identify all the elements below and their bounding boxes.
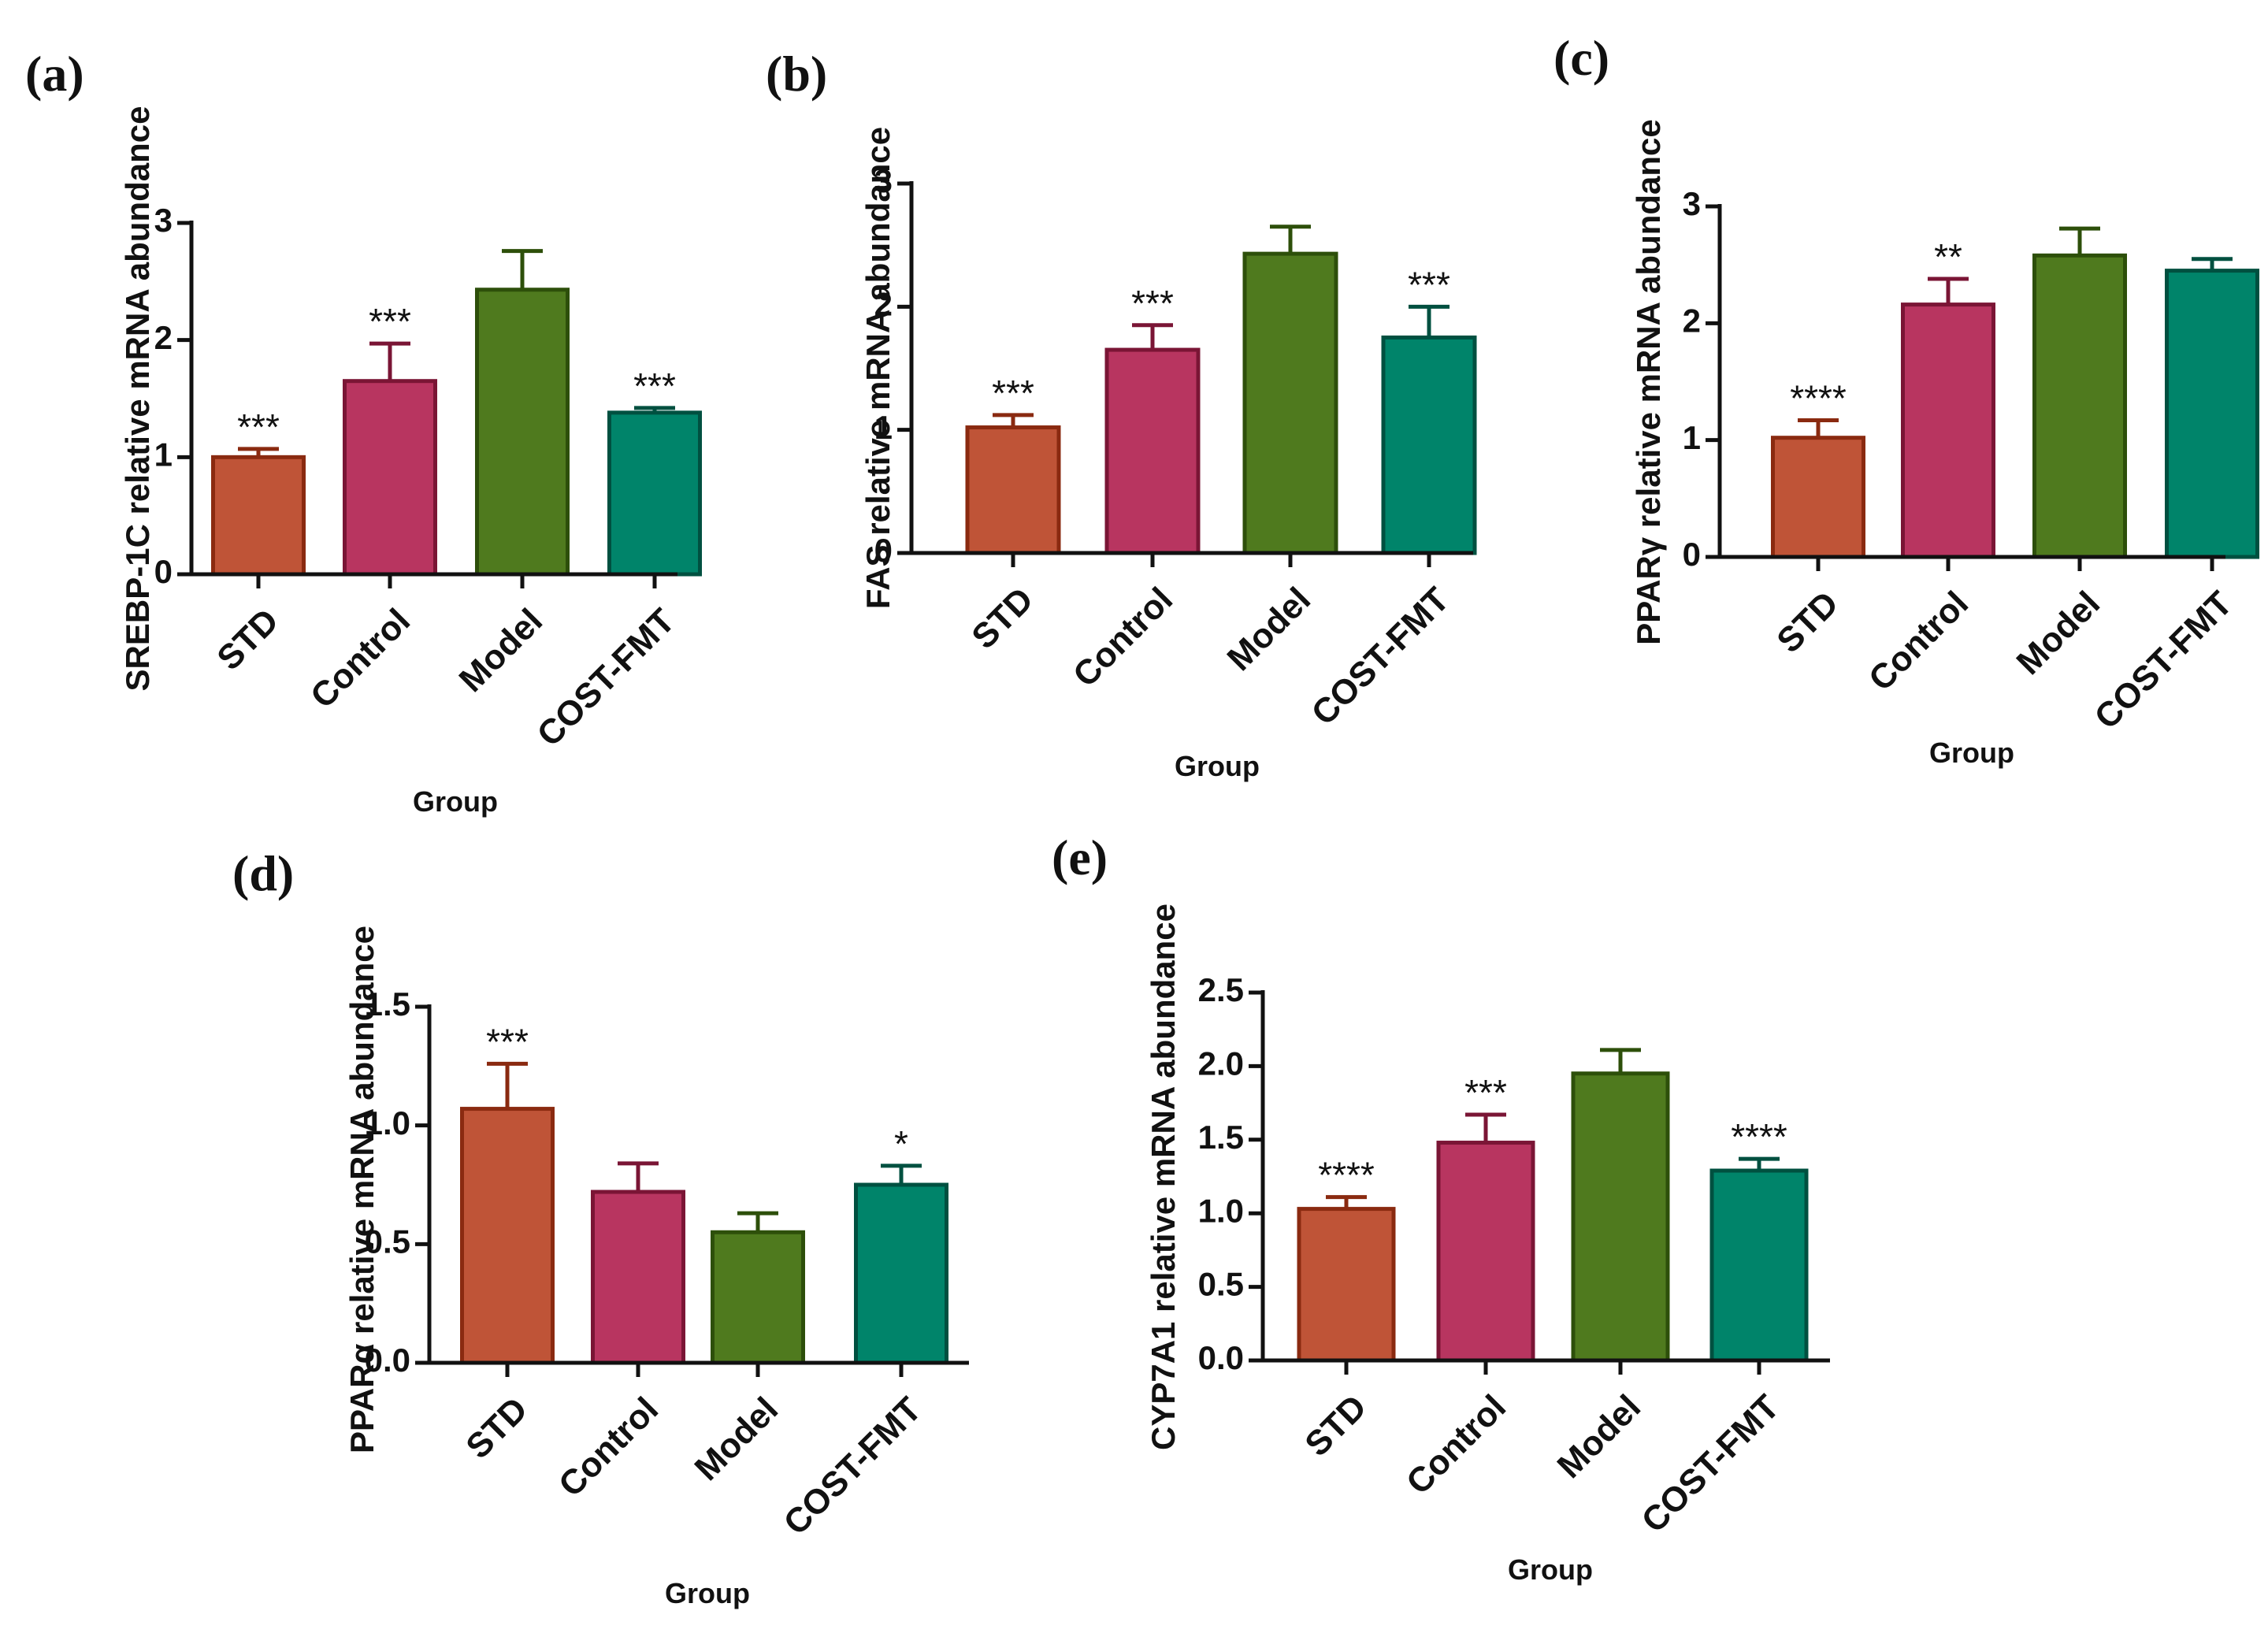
panel-letter-b: (b) bbox=[766, 46, 827, 102]
y-tick-label-b-2: 2 bbox=[874, 285, 893, 322]
category-label-a-control: Control bbox=[303, 601, 418, 715]
bar-e-control bbox=[1436, 1141, 1535, 1363]
bar-e-std bbox=[1297, 1207, 1396, 1363]
significance-b-control: *** bbox=[1131, 283, 1174, 324]
category-label-a-model: Model bbox=[452, 601, 551, 700]
x-axis-title-c: Group bbox=[1929, 737, 2014, 769]
panel-b: (b) *** STD *** Control Model *** COST-FMT 0 1 2 3F… bbox=[766, 46, 1477, 782]
bar-c-model bbox=[2032, 253, 2127, 559]
y-tick-label-e-1: 0.5 bbox=[1198, 1266, 1244, 1303]
y-tick-label-c-0: 0 bbox=[1683, 536, 1701, 573]
panel-letter-e: (e) bbox=[1052, 829, 1108, 885]
bar-a-model bbox=[475, 288, 570, 577]
bar-d-control bbox=[591, 1189, 685, 1365]
bar-a-control bbox=[343, 379, 437, 577]
y-tick-label-d-2: 1.0 bbox=[365, 1104, 410, 1141]
bar-b-std bbox=[965, 425, 1061, 555]
bar-a-std bbox=[211, 455, 306, 577]
bar-c-cost-fmt bbox=[2165, 269, 2259, 559]
category-label-d-std: STD bbox=[458, 1390, 535, 1466]
panel-a: (a) *** STD *** Control Model *** COST-FMT 0 1 2 3S… bbox=[25, 46, 702, 818]
panel-letter-a: (a) bbox=[25, 46, 84, 102]
significance-e-control: *** bbox=[1464, 1072, 1507, 1113]
y-tick-label-c-2: 2 bbox=[1683, 302, 1701, 339]
y-axis-title-d: PPARα relative mRNA abundance bbox=[343, 926, 380, 1453]
bar-e-cost-fmt bbox=[1709, 1168, 1809, 1363]
category-label-b-control: Control bbox=[1066, 580, 1180, 694]
bar-b-model bbox=[1242, 251, 1338, 555]
significance-d-cost-fmt: * bbox=[894, 1123, 908, 1164]
y-axis-title-c: PPARγ relative mRNA abundance bbox=[1630, 119, 1667, 645]
y-tick-label-a-1: 1 bbox=[154, 436, 173, 473]
category-label-b-cost-fmt: COST-FMT bbox=[1304, 580, 1457, 733]
y-tick-label-a-3: 3 bbox=[154, 202, 173, 239]
category-label-a-cost-fmt: COST-FMT bbox=[529, 601, 682, 754]
panel-letter-d: (d) bbox=[232, 845, 294, 901]
significance-c-std: **** bbox=[1790, 377, 1847, 418]
y-tick-label-b-1: 1 bbox=[874, 409, 893, 446]
bar-c-control bbox=[1901, 302, 1995, 559]
panel-letter-c: (c) bbox=[1553, 30, 1609, 86]
y-tick-label-c-1: 1 bbox=[1683, 419, 1701, 456]
category-label-d-model: Model bbox=[688, 1390, 786, 1488]
category-label-c-model: Model bbox=[2010, 584, 2108, 682]
significance-c-control: ** bbox=[1934, 236, 1962, 277]
panel-d: (d) *** STD Control Model * COST-FMT 0.0 0.5 1.0 1… bbox=[232, 845, 969, 1609]
y-tick-label-b-3: 3 bbox=[874, 162, 893, 199]
panel-e: (e) **** STD *** Control Model **** COST-FMT 0.0… bbox=[1052, 829, 1830, 1586]
significance-e-cost-fmt: **** bbox=[1731, 1116, 1787, 1157]
y-axis-title-e: CYP7A1 relative mRNA abundance bbox=[1145, 904, 1182, 1450]
y-tick-label-a-2: 2 bbox=[154, 319, 173, 356]
y-tick-label-e-3: 1.5 bbox=[1198, 1119, 1244, 1156]
bar-e-model bbox=[1571, 1071, 1670, 1363]
category-label-b-std: STD bbox=[964, 580, 1041, 656]
x-axis-title-a: Group bbox=[413, 785, 498, 818]
category-label-a-std: STD bbox=[210, 601, 286, 677]
y-axis-title-b: FAS relative mRNA abundance bbox=[859, 127, 896, 609]
bar-c-std bbox=[1771, 436, 1865, 559]
y-tick-label-a-0: 0 bbox=[154, 553, 173, 590]
y-tick-label-d-0: 0.0 bbox=[365, 1342, 410, 1379]
y-tick-label-c-3: 3 bbox=[1683, 185, 1701, 222]
category-label-e-cost-fmt: COST-FMT bbox=[1634, 1387, 1787, 1540]
category-label-e-std: STD bbox=[1297, 1387, 1374, 1464]
y-tick-label-d-1: 0.5 bbox=[365, 1223, 410, 1260]
significance-a-control: *** bbox=[369, 301, 411, 342]
y-tick-label-d-3: 1.5 bbox=[365, 985, 410, 1022]
y-tick-label-e-0: 0.0 bbox=[1198, 1339, 1244, 1376]
significance-a-std: *** bbox=[237, 406, 280, 447]
x-axis-title-e: Group bbox=[1508, 1553, 1593, 1586]
category-label-e-model: Model bbox=[1550, 1387, 1649, 1486]
category-label-c-std: STD bbox=[1769, 584, 1846, 660]
y-tick-label-e-2: 1.0 bbox=[1198, 1192, 1244, 1229]
significance-e-std: **** bbox=[1318, 1155, 1375, 1196]
significance-d-std: *** bbox=[486, 1021, 529, 1062]
x-axis-title-b: Group bbox=[1175, 750, 1260, 782]
significance-b-std: *** bbox=[992, 373, 1034, 414]
category-label-d-cost-fmt: COST-FMT bbox=[776, 1390, 929, 1542]
category-label-e-control: Control bbox=[1399, 1387, 1513, 1501]
x-axis-title-d: Group bbox=[665, 1577, 750, 1609]
category-label-c-control: Control bbox=[1862, 584, 1976, 698]
bar-d-model bbox=[711, 1230, 805, 1365]
y-tick-label-e-5: 2.5 bbox=[1198, 971, 1244, 1008]
bar-b-cost-fmt bbox=[1381, 335, 1477, 555]
significance-b-cost-fmt: *** bbox=[1408, 264, 1450, 305]
bar-a-cost-fmt bbox=[607, 410, 702, 577]
category-label-b-model: Model bbox=[1220, 580, 1319, 678]
category-label-c-cost-fmt: COST-FMT bbox=[2087, 584, 2240, 737]
bar-d-std bbox=[460, 1107, 555, 1365]
y-tick-label-b-0: 0 bbox=[874, 532, 893, 569]
significance-a-cost-fmt: *** bbox=[633, 366, 676, 406]
y-axis-title-a: SREBP-1C relative mRNA abundance bbox=[119, 106, 156, 692]
bar-d-cost-fmt bbox=[854, 1182, 948, 1365]
category-label-d-control: Control bbox=[551, 1390, 666, 1504]
y-tick-label-e-4: 2.0 bbox=[1198, 1045, 1244, 1082]
bar-b-control bbox=[1104, 347, 1201, 555]
